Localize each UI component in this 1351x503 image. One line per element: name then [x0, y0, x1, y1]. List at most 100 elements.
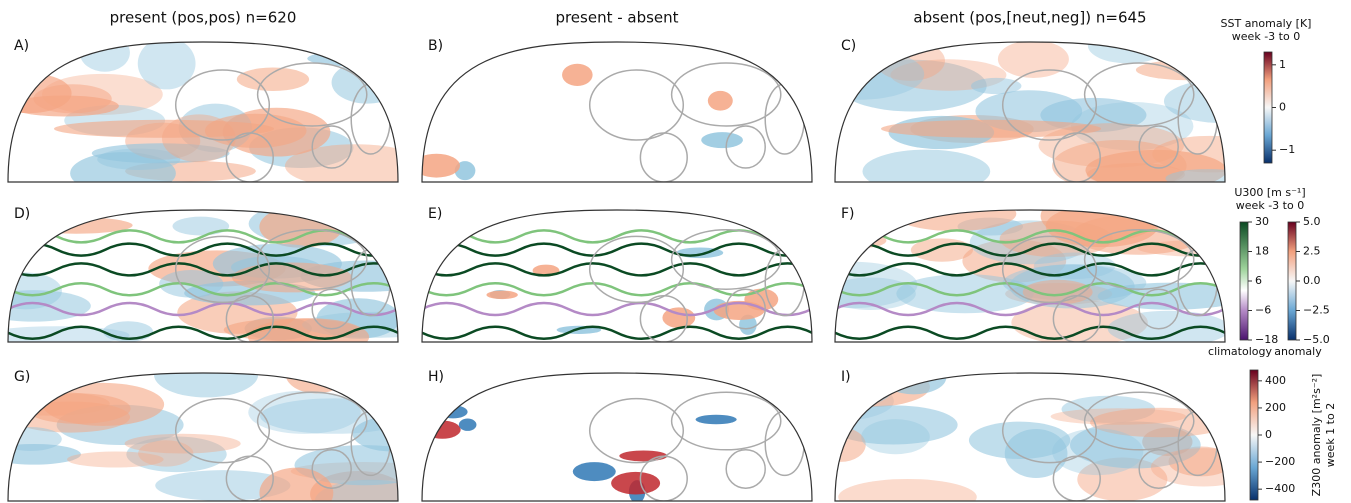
anomaly-patch	[619, 450, 668, 462]
anomaly-patch	[8, 427, 62, 452]
panel-label: C)	[841, 38, 856, 54]
colorbar	[1287, 221, 1297, 341]
anomaly-patch	[1165, 169, 1225, 182]
anomaly-patch	[881, 373, 947, 395]
contour	[8, 325, 398, 341]
contour	[8, 301, 398, 317]
anomaly-patch	[562, 63, 593, 86]
anomaly-patch	[172, 216, 230, 236]
anomaly-patch	[259, 398, 398, 434]
contour	[835, 262, 1225, 277]
anomaly-patch	[695, 414, 737, 425]
contour	[8, 262, 398, 277]
contour	[835, 301, 1225, 317]
anomaly-patch	[1052, 428, 1144, 476]
anomaly-patch	[126, 436, 227, 473]
panel-label: A)	[14, 38, 29, 54]
continent	[1138, 288, 1179, 330]
anomaly-patch	[611, 471, 661, 495]
panel-label: B)	[428, 38, 443, 54]
colorbar-subtitle: week -3 to 0	[1232, 30, 1300, 43]
anomaly-patch	[835, 261, 918, 309]
map	[422, 210, 812, 342]
colorbar-tick-label: 0	[1279, 101, 1286, 114]
continent	[1083, 62, 1195, 127]
contour	[835, 242, 1225, 257]
anomaly-patch	[999, 220, 1113, 258]
contour	[835, 281, 1225, 297]
anomaly-patch	[458, 418, 477, 431]
map-border	[421, 209, 813, 343]
continent	[311, 449, 352, 489]
column-title: absent (pos,[neut,neg]) n=645	[913, 9, 1146, 27]
map	[422, 373, 812, 501]
anomaly-patch	[9, 95, 119, 117]
anomaly-patch	[1033, 252, 1116, 279]
map-bg	[422, 42, 812, 182]
map-border	[7, 41, 399, 183]
colorbar-tick-label: 6	[1255, 274, 1262, 287]
continent	[1001, 397, 1098, 464]
colorbar-tick-label: −6	[1255, 304, 1271, 317]
colorbar-tick-label: 18	[1255, 245, 1269, 258]
anomaly-patch	[67, 451, 164, 468]
continent	[1001, 69, 1098, 141]
contour	[422, 242, 812, 257]
anomaly-patch	[861, 419, 930, 455]
anomaly-patch	[997, 42, 1069, 78]
panel-label: D)	[14, 206, 30, 222]
map-border	[834, 209, 1226, 343]
map-border	[7, 372, 399, 502]
anomaly-patch	[153, 373, 259, 398]
continent	[588, 397, 685, 464]
anomaly-patch	[236, 67, 310, 92]
anomaly-patch	[862, 149, 991, 182]
panel-label: E)	[428, 206, 442, 222]
colorbar-title: Z300 anomaly [m²s⁻²]	[1310, 374, 1323, 497]
anomaly-patch	[284, 144, 398, 182]
contour	[422, 229, 812, 244]
map	[8, 210, 398, 342]
continent	[174, 397, 271, 464]
map-border	[421, 372, 813, 502]
colorbar-title: U300 [m s⁻¹]	[1234, 186, 1305, 199]
colorbar-title-group: Z300 anomaly [m²s⁻²] week 1 to 2	[1310, 374, 1337, 497]
anomaly-patch	[422, 402, 446, 420]
continent	[256, 62, 368, 127]
column-title: present - absent	[555, 9, 678, 27]
colorbar-caption: climatology	[1208, 345, 1272, 358]
anomaly-patch	[881, 119, 1101, 138]
continent	[256, 229, 368, 290]
continent	[311, 125, 352, 169]
anomaly-patch	[285, 373, 348, 394]
continent	[311, 288, 352, 330]
anomaly-patch	[1022, 279, 1093, 305]
contour	[422, 325, 812, 341]
panel-label: I)	[841, 369, 851, 385]
colorbar-tick-label: 400	[1265, 374, 1286, 387]
colorbar-tick-label: −2.5	[1303, 304, 1330, 317]
anomaly-patch	[137, 42, 196, 90]
contour	[835, 229, 1225, 244]
anomaly-patch	[707, 90, 733, 111]
continent	[1083, 391, 1195, 451]
map-border	[421, 41, 813, 183]
colorbar-tick-label: 200	[1265, 401, 1286, 414]
colorbar-title: SST anomaly [K]	[1221, 17, 1312, 30]
colorbar-tick-label: 1	[1279, 58, 1286, 71]
colorbar	[1263, 51, 1273, 164]
continent	[1083, 229, 1195, 290]
anomaly-patch	[91, 143, 230, 164]
anomaly-patch	[1052, 140, 1187, 182]
panel-label: F)	[841, 206, 855, 222]
colorbar-tick-label: 0.0	[1303, 274, 1321, 287]
anomaly-patch	[422, 153, 460, 178]
anomaly-patch	[572, 462, 616, 482]
colorbar-subtitle: week -3 to 0	[1236, 199, 1304, 212]
map-border	[834, 41, 1226, 183]
colorbar-tick-label: 30	[1255, 215, 1269, 228]
colorbar	[1239, 221, 1249, 341]
anomaly-patch	[248, 390, 361, 434]
anomaly-patch	[838, 478, 977, 501]
anomaly-patch	[1011, 300, 1148, 342]
